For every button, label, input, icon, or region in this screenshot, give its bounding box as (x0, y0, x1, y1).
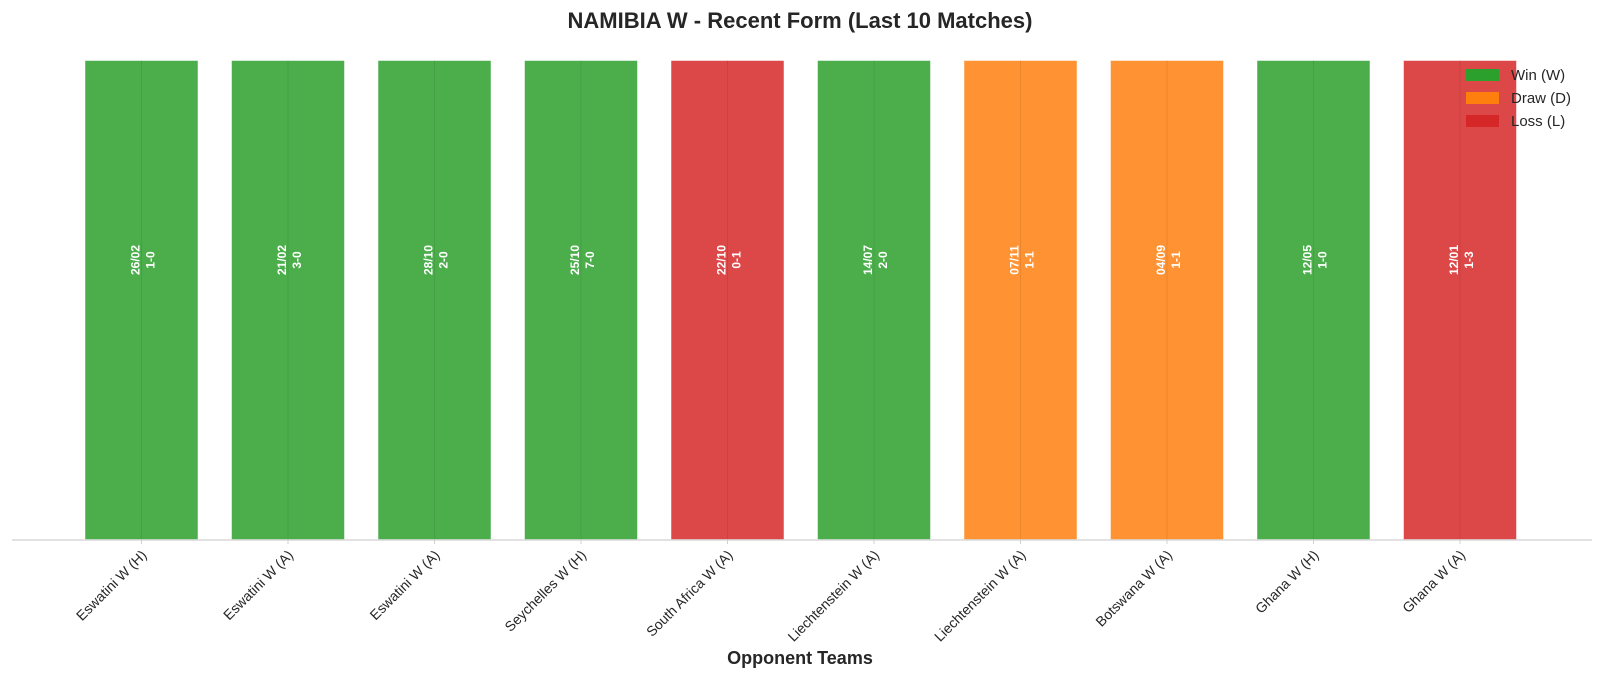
bar-8 (1109, 59, 1225, 541)
legend-label-l: Loss (L) (1511, 113, 1565, 130)
chart-title: NAMIBIA W - Recent Form (Last 10 Matches… (568, 8, 1033, 33)
x-tick-label: South Africa W (A) (643, 547, 736, 640)
x-tick-label: Liechtenstein W (A) (931, 547, 1029, 645)
bar-1 (83, 59, 200, 541)
legend: Win (W) Draw (D) Loss (L) (1466, 67, 1571, 130)
legend-swatch-w (1466, 69, 1499, 81)
bar-score-label: 7-0 (583, 251, 597, 269)
legend-label-d: Draw (D) (1511, 90, 1571, 107)
bar-date-label: 21/02 (275, 245, 289, 275)
x-tick-label: Eswatini W (A) (220, 547, 296, 623)
bar-date-label: 04/09 (1154, 245, 1168, 275)
x-tick-label: Ghana W (H) (1252, 547, 1322, 617)
bar-label: 07/111-1 (1008, 245, 1037, 275)
bar-date-label: 14/07 (861, 245, 875, 275)
bar-date-label: 28/10 (422, 245, 436, 275)
bar-9 (1255, 59, 1372, 541)
bar-3 (376, 59, 493, 541)
bar-date-label: 12/01 (1447, 245, 1461, 275)
bar-score-label: 1-3 (1462, 251, 1476, 269)
bar-score-label: 1-0 (1316, 251, 1330, 269)
bar-score-label: 3-0 (290, 251, 304, 269)
bar-6 (816, 59, 932, 541)
bar-label: 12/051-0 (1301, 245, 1330, 275)
bar-score-label: 0-1 (730, 251, 744, 269)
bar-label: 25/107-0 (568, 245, 597, 275)
bar-label: 21/023-0 (275, 245, 304, 275)
bar-label: 26/021-0 (129, 245, 158, 275)
x-tick-label: Seychelles W (H) (501, 547, 589, 635)
bar-date-label: 25/10 (568, 245, 582, 275)
bar-score-label: 2-0 (876, 251, 890, 269)
bar-label: 22/100-1 (715, 245, 744, 275)
bar-label: 04/091-1 (1154, 245, 1183, 275)
bar-label: 14/072-0 (861, 245, 890, 275)
x-ticks-group: Eswatini W (H) Eswatini W (A) Eswatini W (… (73, 540, 1468, 645)
x-tick-label: Eswatini W (H) (73, 547, 150, 624)
bar-2 (230, 59, 346, 541)
x-tick-label: Liechtenstein W (A) (784, 547, 882, 645)
x-tick-label: Botswana W (A) (1092, 547, 1175, 630)
x-axis-label: Opponent Teams (727, 648, 873, 668)
bar-date-label: 22/10 (715, 245, 729, 275)
legend-label-w: Win (W) (1511, 67, 1565, 84)
legend-swatch-l (1466, 115, 1499, 127)
bars-group: 26/021-0 21/023-0 28/102-0 25/107-0 22/100-1… (83, 59, 1518, 541)
bar-date-label: 07/11 (1008, 245, 1022, 275)
x-tick-label: Ghana W (A) (1399, 547, 1468, 616)
bar-label: 12/011-3 (1447, 245, 1476, 275)
bar-date-label: 12/05 (1301, 245, 1315, 275)
bar-score-label: 2-0 (437, 251, 451, 269)
bar-score-label: 1-1 (1023, 251, 1037, 269)
bar-date-label: 26/02 (129, 245, 143, 275)
bar-score-label: 1-0 (144, 251, 158, 269)
legend-swatch-d (1466, 92, 1499, 104)
bar-label: 28/102-0 (422, 245, 451, 275)
bar-score-label: 1-1 (1169, 251, 1183, 269)
bar-10 (1402, 59, 1518, 541)
bar-7 (962, 59, 1079, 541)
x-tick-label: Eswatini W (A) (366, 547, 442, 623)
